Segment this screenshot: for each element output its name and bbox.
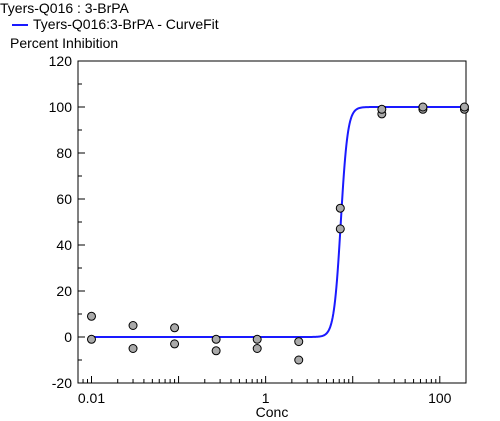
data-point (128, 321, 138, 330)
y-axis-title: Percent Inhibition (10, 35, 119, 51)
x-tick-label: 1 (262, 390, 270, 406)
data-points (86, 102, 469, 365)
data-point (170, 339, 180, 349)
x-axis-ticks: 0.01 1 100 (77, 376, 467, 406)
legend-line-swatch (12, 24, 28, 27)
data-point (252, 344, 262, 353)
data-point (294, 355, 304, 365)
data-point (211, 334, 221, 344)
y-tick-label: 40 (56, 237, 72, 253)
data-point (211, 346, 221, 356)
y-tick-label: 120 (49, 53, 73, 69)
x-tick-label: 0.01 (78, 390, 105, 406)
y-tick-label: 60 (56, 191, 72, 207)
y-tick-label: 20 (56, 283, 72, 299)
data-point (377, 104, 387, 114)
data-point (86, 334, 96, 344)
plot-frame (77, 60, 467, 384)
data-point (335, 203, 345, 213)
data-point (459, 102, 469, 112)
data-point (294, 337, 304, 347)
legend: Tyers-Q016 : 3-BrPA Tyers-Q016:3-BrPA - … (0, 0, 219, 32)
x-tick-label: 100 (428, 390, 452, 406)
chart-title: Tyers-Q016 : 3-BrPA (0, 0, 129, 16)
y-tick-label: 100 (49, 99, 73, 115)
data-point (335, 224, 345, 234)
y-axis-ticks: -20 0 20 40 60 80 100 120 (49, 53, 85, 391)
y-tick-label: -20 (52, 375, 72, 391)
data-point (86, 311, 96, 321)
legend-entry-label: Tyers-Q016:3-BrPA - CurveFit (33, 16, 219, 32)
y-tick-label: 0 (64, 329, 72, 345)
legend-entry-curvefit: Tyers-Q016:3-BrPA - CurveFit (0, 16, 219, 32)
data-point (170, 323, 180, 333)
curve-fit-line (91, 106, 465, 338)
data-point (252, 334, 262, 344)
data-point (128, 344, 138, 353)
data-point (418, 102, 428, 112)
x-axis-title: Conc (256, 404, 289, 420)
y-tick-label: 80 (56, 145, 72, 161)
